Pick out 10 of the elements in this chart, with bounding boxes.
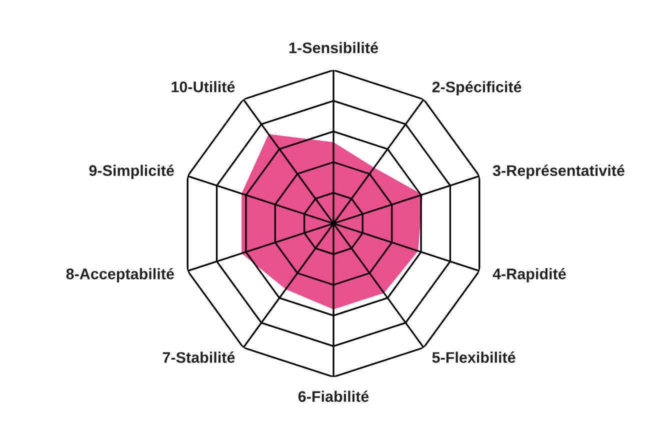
spoke-label: 4-Rapidité <box>492 268 566 282</box>
spoke-label: 8-Acceptabilité <box>66 268 174 282</box>
spoke-label: 9-Simplicité <box>89 164 174 180</box>
spoke-label: 1-Sensibilité <box>289 42 378 54</box>
spoke-label: 10-Utilité <box>172 80 235 92</box>
spoke-label: 5-Flexibilité <box>432 352 516 363</box>
spoke-label: 7-Stabilité <box>162 352 235 363</box>
spoke-label: 2-Spécificité <box>432 81 522 96</box>
spoke-label: 6-Fiabilité <box>298 390 369 402</box>
spoke-label: 3-Représentativité <box>492 164 624 180</box>
